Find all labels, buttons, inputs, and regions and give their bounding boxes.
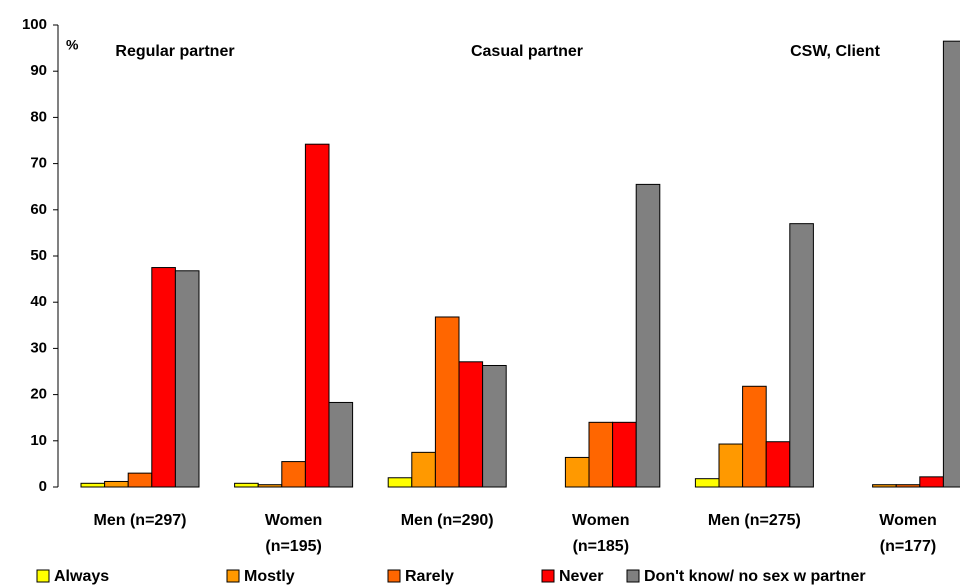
x-tick-label: Women (n=195) <box>264 512 323 555</box>
bar <box>387 477 413 488</box>
bar <box>328 401 354 488</box>
bar <box>174 270 200 488</box>
y-tick-label: 90 <box>30 62 47 79</box>
panel-label: Casual partner <box>471 43 583 60</box>
bar <box>304 143 330 488</box>
bar <box>694 478 720 488</box>
bar <box>919 476 944 488</box>
panel-label: CSW, Client <box>790 43 880 60</box>
bar <box>718 443 744 488</box>
bar <box>80 482 106 488</box>
bar <box>942 40 960 488</box>
bar <box>872 484 897 488</box>
y-tick-label: 20 <box>30 386 47 403</box>
bar <box>895 484 921 488</box>
bar <box>588 421 614 488</box>
bar <box>564 456 590 488</box>
y-tick-label: 60 <box>30 201 47 218</box>
legend-label: Never <box>559 568 603 585</box>
x-tick-label: Men (n=290) <box>400 512 494 529</box>
bar <box>765 441 791 488</box>
legend-swatch <box>387 569 401 583</box>
x-tick-label: Men (n=275) <box>707 512 801 529</box>
bar <box>458 361 484 488</box>
bar <box>434 316 460 488</box>
legend-label: Rarely <box>405 568 454 585</box>
bar <box>257 484 283 488</box>
y-tick-label: 30 <box>30 339 47 356</box>
bar <box>281 461 306 488</box>
legend-label: Mostly <box>244 568 295 585</box>
y-tick-label: 80 <box>30 108 47 125</box>
legend-swatch <box>626 569 640 583</box>
bar <box>151 267 176 488</box>
y-tick-label: 40 <box>30 293 47 310</box>
legend-swatch <box>36 569 50 583</box>
bar <box>234 482 259 488</box>
unit-label: % <box>66 37 79 53</box>
bar <box>411 451 436 488</box>
bar <box>635 183 661 488</box>
y-tick-label: 70 <box>30 155 47 172</box>
legend-swatch <box>226 569 240 583</box>
panel-label: Regular partner <box>115 43 234 60</box>
bar <box>127 472 153 488</box>
y-tick-label: 10 <box>30 432 47 449</box>
x-tick-label: Women (n=185) <box>572 512 630 555</box>
y-tick-label: 100 <box>22 16 47 33</box>
bar <box>482 364 507 488</box>
legend-swatch <box>541 569 555 583</box>
y-tick-label: 0 <box>39 478 47 495</box>
x-tick-label: Women (n=177) <box>879 512 937 555</box>
legend-label: Always <box>54 568 109 585</box>
bar <box>789 223 814 488</box>
x-tick-label: Men (n=297) <box>93 512 187 529</box>
y-tick-label: 50 <box>30 247 47 264</box>
legend-label: Don't know/ no sex w partner <box>644 568 866 585</box>
bar <box>612 421 637 488</box>
bar <box>742 385 767 488</box>
bar <box>104 480 129 488</box>
